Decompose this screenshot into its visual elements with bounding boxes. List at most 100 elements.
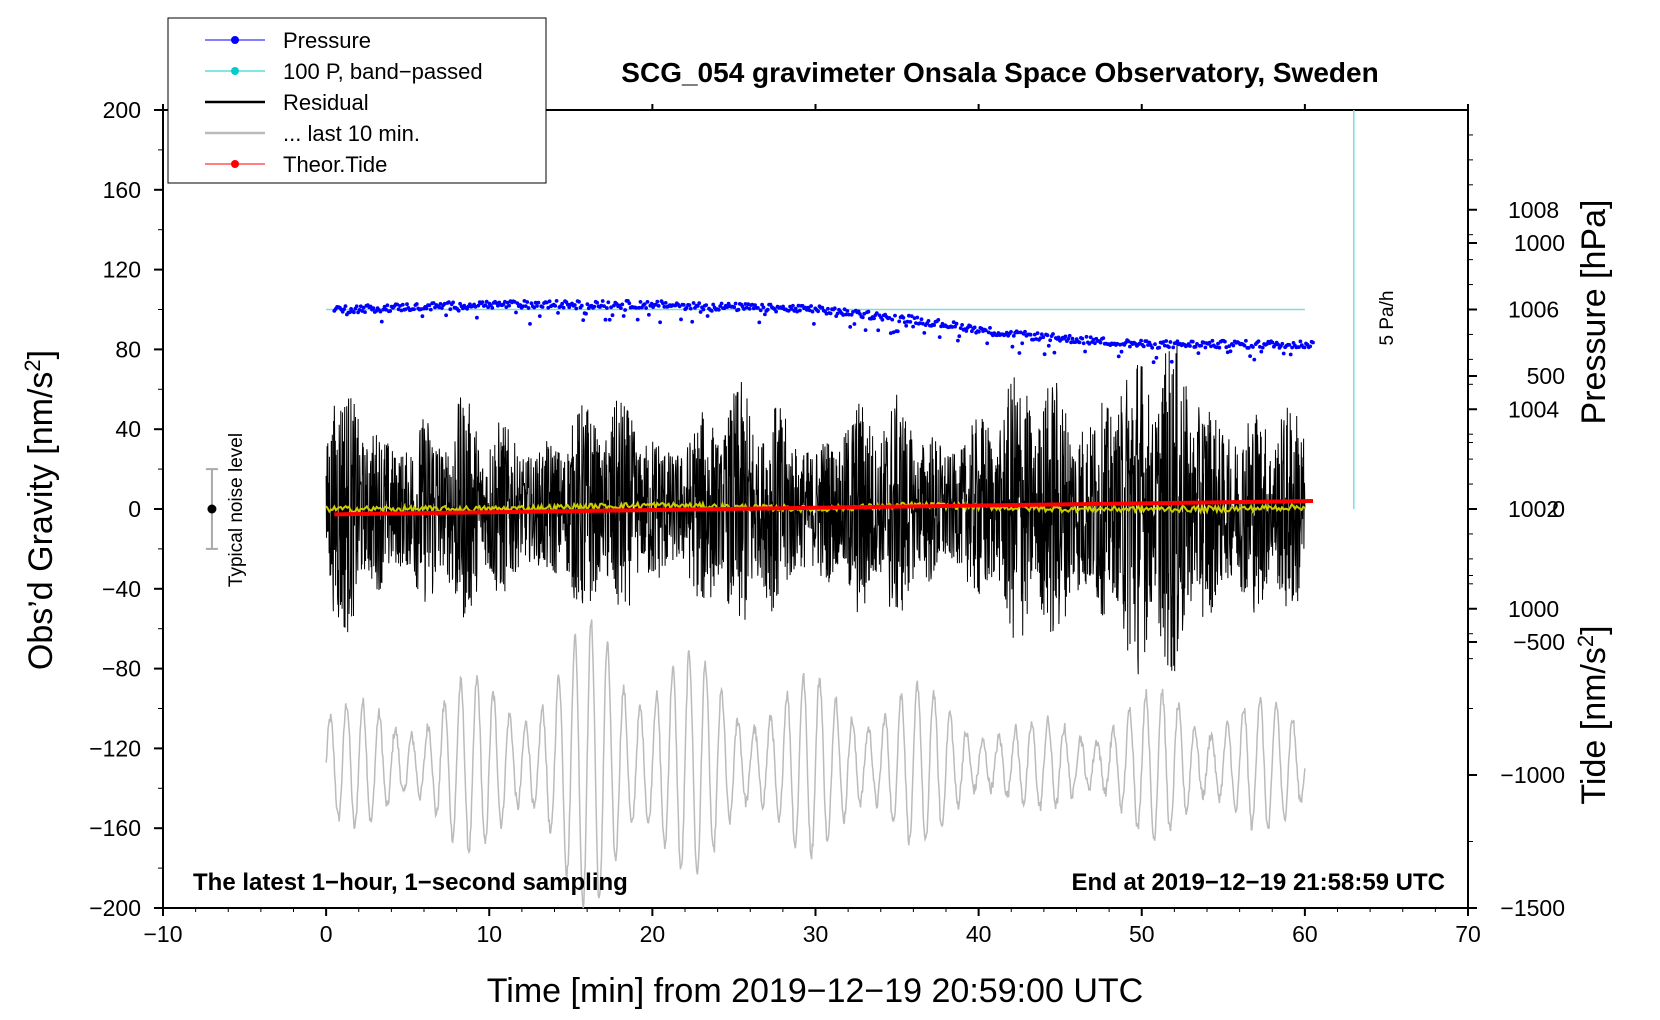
pressure-point [1259,349,1264,354]
pressure-point [1308,344,1313,349]
pressure-point [1246,346,1251,350]
pressure-point [844,312,848,317]
pressure-point [600,299,605,303]
pressure-point [753,303,757,307]
x-tick-label: 10 [476,921,502,947]
pressure-point [645,300,650,304]
tide-axis-title-end: ] [1575,625,1613,634]
pressure-point [1196,351,1201,355]
pressure-point [733,301,738,306]
pressure-point [842,307,847,312]
pressure-point [677,304,682,309]
pressure-point [1157,345,1162,350]
pressure-point [476,303,481,308]
pressure-point [901,315,906,320]
pressure-point [1270,340,1275,345]
legend: Pressure 100 P, band−passed Residual ... la… [167,17,547,184]
pressure-point [515,301,520,306]
pressure-point [1116,354,1121,359]
pressure-point [750,302,755,307]
pressure-point [1139,338,1143,343]
pressure-point [412,307,416,312]
pressure-point [751,306,756,311]
pressure-point [1288,352,1293,357]
pressure-point [1077,340,1082,345]
pressure-point [681,303,686,307]
pressure-point [880,317,885,322]
pressure-point [1011,334,1016,338]
pressure-point [835,311,840,316]
pressure-point [893,313,897,318]
pressure-point [363,310,367,314]
pressure-tick-label: 1000 [1508,596,1559,622]
pressure-axis-title: Pressure [hPa] [1575,200,1613,425]
series-theor-tide [334,499,1314,517]
y-tick-label: 40 [115,416,141,442]
pressure-point [872,316,876,321]
pressure-point [358,304,363,309]
pressure-point [637,305,641,310]
pressure-point [828,311,833,316]
pressure-point [1009,330,1013,334]
pressure-point [849,312,854,317]
pressure-point [536,300,541,305]
pressure-point [922,331,927,335]
pressure-point [1168,340,1173,344]
tide-tick-label: 0 [1552,496,1565,522]
legend-marker [231,36,239,44]
pressure-point [1101,336,1106,340]
pressure-point [440,306,444,310]
pressure-point [964,329,969,333]
pressure-point [1199,343,1204,348]
pressure-point [1231,343,1236,348]
pressure-point [1193,344,1198,349]
pressure-point [1154,355,1159,360]
x-tick-label: 70 [1455,921,1481,947]
pressure-point [957,334,962,339]
pressure-point [806,305,811,310]
pressure-point [954,321,959,326]
noise-dot [207,504,217,514]
pressure-point [845,309,850,313]
pressure-point [911,324,915,329]
pressure-point [1051,332,1055,336]
pressure-point [977,329,981,334]
pressure-point [848,325,853,329]
pressure-point [812,322,816,326]
pressure-point [968,324,973,329]
pressure-point [1073,340,1078,344]
x-axis-title: Time [min] from 2019−12−19 20:59:00 UTC [487,972,1143,1010]
pressure-point [560,301,565,306]
pressure-point [756,306,760,310]
pressure-point [905,319,910,324]
pressure-point [956,338,960,343]
pressure-point [483,303,488,308]
pressure-point [361,305,366,310]
pressure-point [451,300,455,305]
pressure-point [647,312,651,317]
tide-tick-label: 1000 [1514,230,1565,256]
series-residual [325,342,1306,675]
scale-bar-label: 5 Pa/h [1377,291,1398,346]
pressure-point [1195,342,1199,346]
pressure-point [786,308,791,313]
pressure-point [1281,351,1286,356]
pressure-point [719,301,724,306]
pressure-point [579,303,584,308]
pressure-point [816,309,820,314]
pressure-point [475,315,479,320]
pressure-point [1244,338,1248,343]
pressure-point [716,307,721,312]
pressure-point [658,320,662,325]
pressure-point [371,306,376,311]
pressure-point [709,309,714,313]
pressure-point [1214,345,1219,350]
pressure-point [504,305,509,309]
series-pressure [332,299,1315,365]
pressure-point [528,322,532,326]
pressure-tick-label: 1002 [1508,496,1559,522]
pressure-point [627,301,632,306]
tide-tick-label: −1500 [1500,895,1565,921]
pressure-point [711,302,716,307]
pressure-point [988,326,992,330]
